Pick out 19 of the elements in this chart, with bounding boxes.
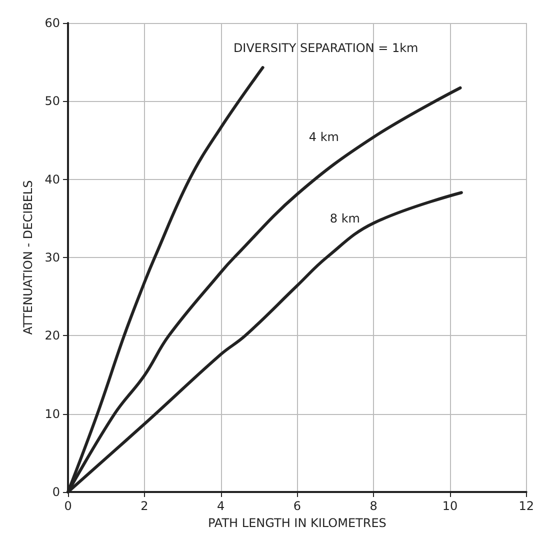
x-tick-label: 2 [140,499,148,513]
x-tick-label: 0 [64,499,72,513]
text: DIVERSITY SEPARATION = 1km [233,41,418,56]
x-axis-title: PATH LENGTH IN KILOMETRES [208,516,386,530]
y-tick-label: 10 [44,406,60,421]
y-tick-label: 60 [44,16,60,30]
x-tick-label: 4 [216,499,225,513]
y-tick-label: 20 [44,328,60,343]
x-tick-label: 12 [518,499,534,513]
series-label: 8 km [330,211,360,226]
y-tick-label: 50 [44,94,60,108]
x-tick-label: 8 [370,499,378,513]
y-tick-label: 0 [52,485,60,499]
series-label: 4 km [308,130,339,144]
y-axis-title: ATTENUATION - DECIBELS [20,180,35,335]
x-tick-label: 6 [293,499,302,513]
y-tick-label: 30 [44,250,60,264]
x-tick-label: 10 [442,499,458,513]
y-tick-label: 40 [44,172,60,186]
